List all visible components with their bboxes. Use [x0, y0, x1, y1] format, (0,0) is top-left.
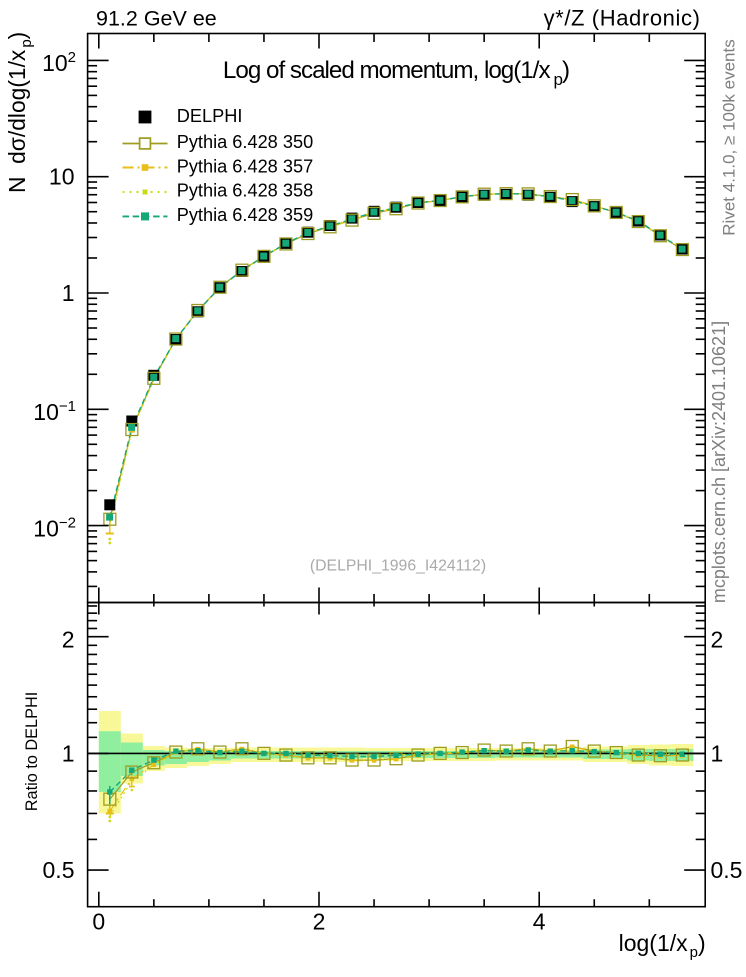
svg-text:γ*/Z (Hadronic): γ*/Z (Hadronic) [544, 6, 701, 31]
svg-text:Pythia 6.428 357: Pythia 6.428 357 [177, 156, 314, 176]
svg-text:(DELPHI_1996_I424112): (DELPHI_1996_I424112) [310, 558, 486, 575]
svg-text:1: 1 [62, 280, 75, 306]
svg-text:Ratio to DELPHI: Ratio to DELPHI [23, 692, 41, 811]
svg-text:0.5: 0.5 [711, 857, 743, 883]
svg-text:0.5: 0.5 [43, 857, 75, 883]
svg-text:2: 2 [313, 909, 326, 935]
svg-text:91.2 GeV ee: 91.2 GeV ee [96, 7, 217, 31]
svg-text:0: 0 [92, 909, 105, 935]
svg-text:1: 1 [62, 740, 75, 766]
svg-text:Pythia 6.428 350: Pythia 6.428 350 [177, 132, 314, 152]
svg-text:10−1: 10−1 [33, 398, 76, 425]
svg-text:N dσ/dlog(1/xp): N dσ/dlog(1/xp) [4, 32, 35, 193]
svg-text:2: 2 [62, 627, 75, 653]
svg-text:10: 10 [49, 164, 75, 190]
svg-text:1: 1 [711, 740, 724, 766]
svg-text:Pythia 6.428 358: Pythia 6.428 358 [177, 181, 314, 201]
svg-text:mcplots.cern.ch [arXiv:2401.10: mcplots.cern.ch [arXiv:2401.10621] [709, 321, 729, 603]
svg-text:Log of scaled momentum, log(1/: Log of scaled momentum, log(1/x p) [223, 57, 569, 89]
svg-text:DELPHI: DELPHI [177, 106, 243, 126]
svg-text:4: 4 [533, 909, 546, 935]
svg-text:Pythia 6.428 359: Pythia 6.428 359 [177, 205, 314, 225]
svg-text:Rivet 4.1.0, ≥ 100k events: Rivet 4.1.0, ≥ 100k events [720, 39, 739, 235]
svg-text:2: 2 [711, 627, 724, 653]
